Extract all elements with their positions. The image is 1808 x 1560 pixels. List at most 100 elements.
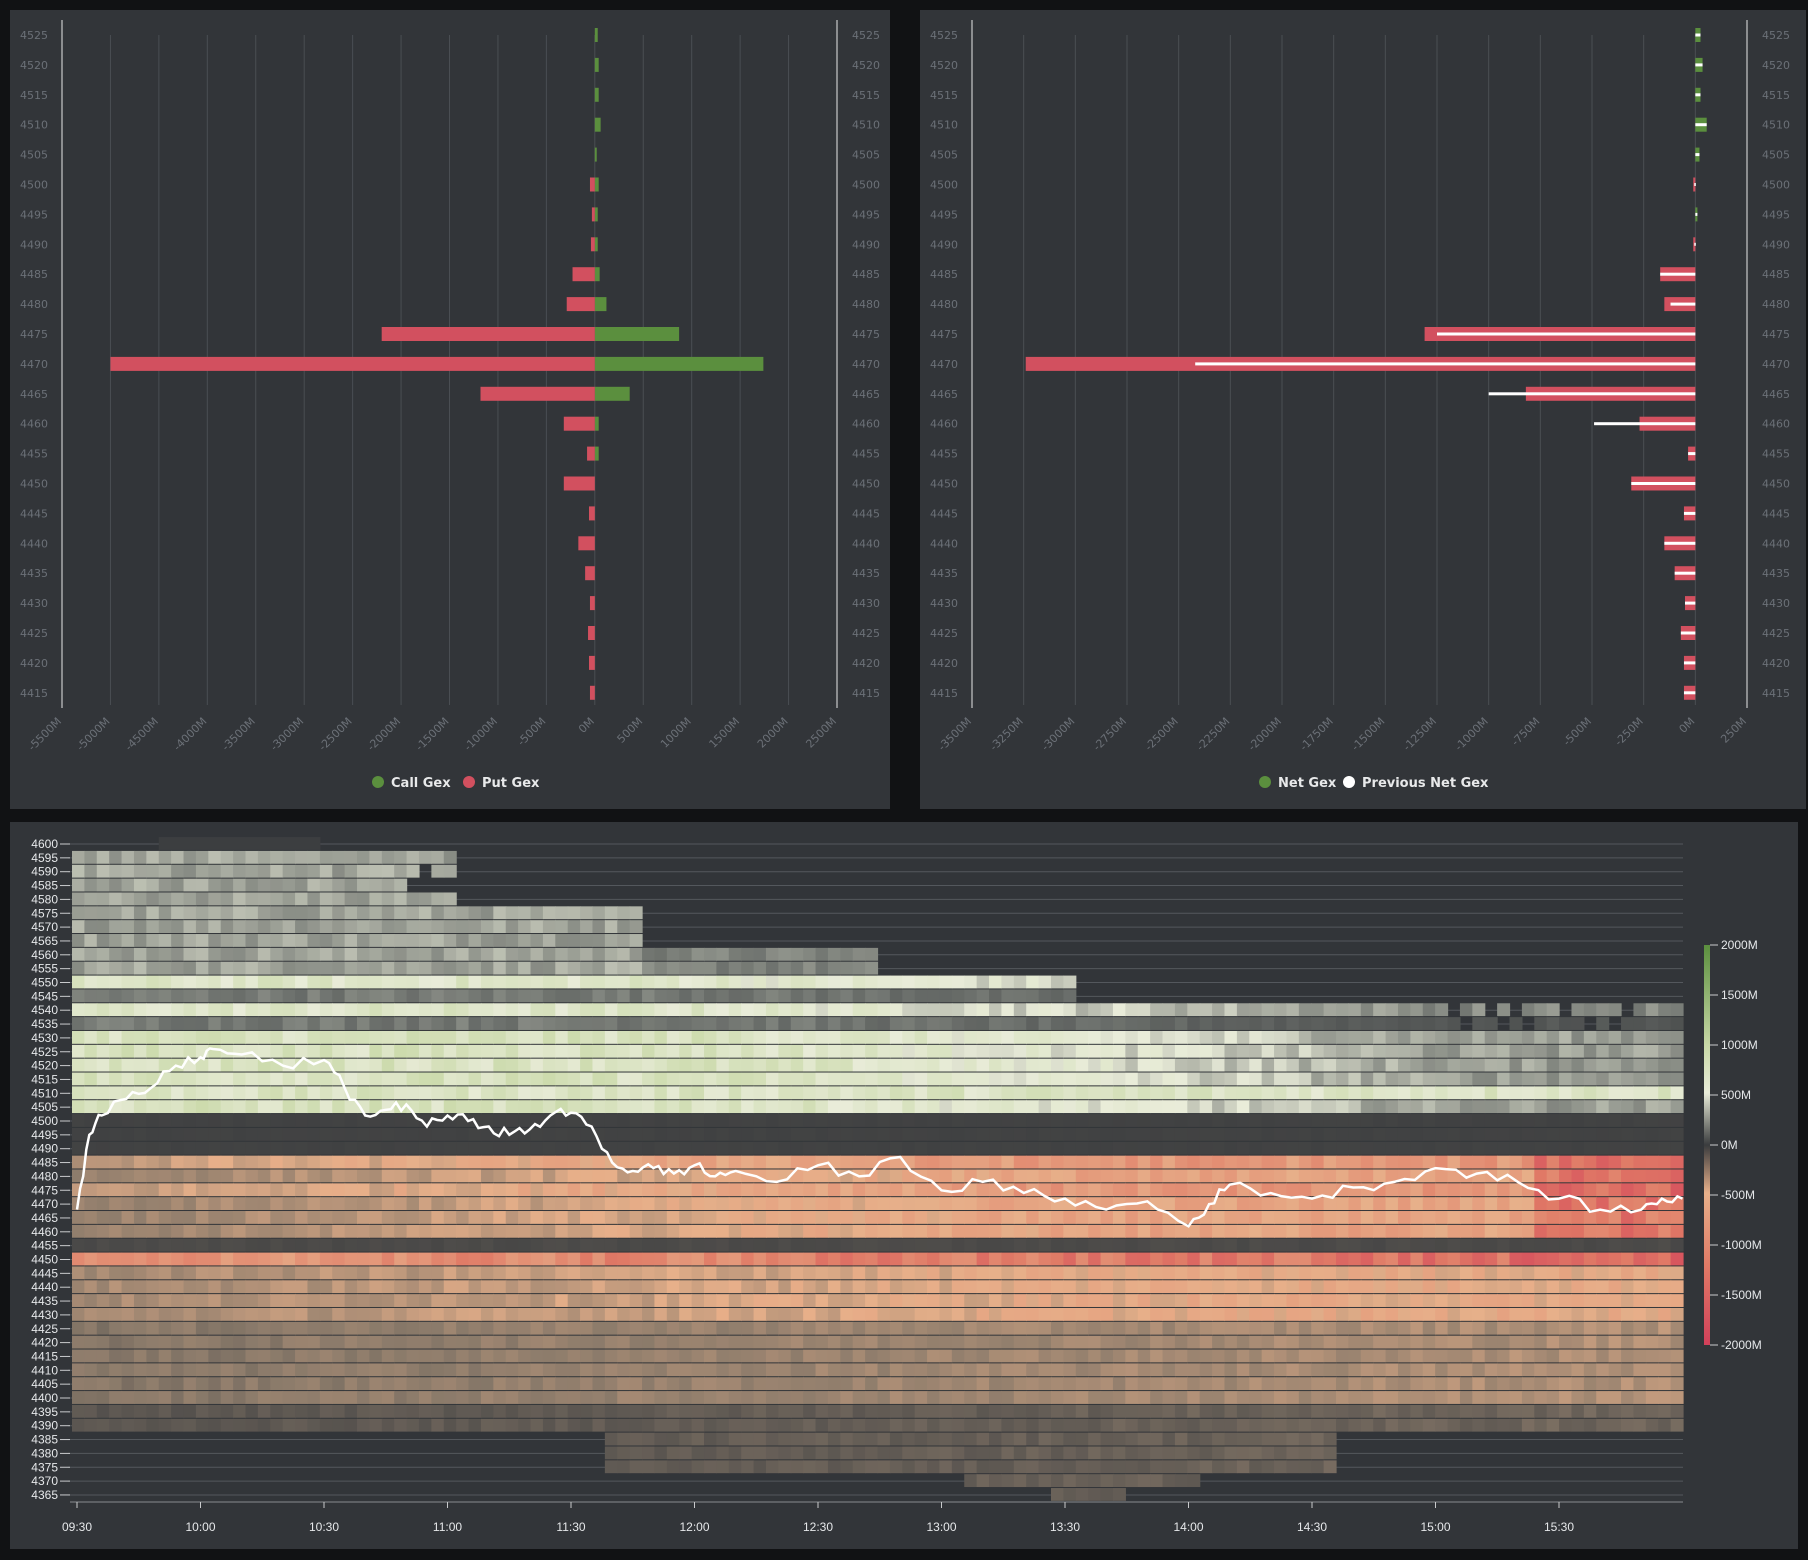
heatmap-cell [1249, 1211, 1263, 1224]
heatmap-cell [468, 1321, 482, 1335]
strike-label-right: 4450 [852, 478, 880, 491]
heatmap-cell [220, 1252, 234, 1266]
heatmap-cell [1174, 1377, 1188, 1391]
heatmap-cell [617, 1335, 631, 1349]
heatmap-cell [381, 1072, 395, 1086]
heatmap-cell [704, 1321, 717, 1335]
previous-net-gex-marker [1660, 272, 1696, 276]
heatmap-cell [1336, 1030, 1350, 1044]
heatmap-cell [1212, 1335, 1226, 1349]
heatmap-cell [1621, 1391, 1635, 1404]
heatmap-cell [1583, 1044, 1597, 1058]
previous-net-gex-legend-label[interactable]: Previous Net Gex [1362, 776, 1489, 791]
heatmap-cell [803, 1058, 817, 1072]
heatmap-cell [1199, 1072, 1213, 1086]
heatmap-cell [1212, 1155, 1226, 1169]
heatmap-cell [1311, 1072, 1325, 1086]
heatmap-cell [1559, 1127, 1573, 1141]
heatmap-cell [1286, 1391, 1300, 1404]
heatmap-cell [1311, 1155, 1325, 1169]
heatmap-cell [691, 1072, 705, 1086]
heatmap-cell [418, 1044, 432, 1058]
heatmap-cell [456, 1238, 470, 1252]
heatmap-cell [728, 1432, 742, 1446]
heatmap-cell [666, 975, 680, 989]
heatmap-cell [1621, 1280, 1635, 1294]
heatmap-cell [133, 1197, 147, 1211]
net-gex-legend-label[interactable]: Net Gex [1278, 776, 1337, 791]
net-gex-legend-marker[interactable] [1259, 776, 1271, 788]
heatmap-cell [1038, 1211, 1052, 1224]
heatmap-cell [121, 906, 135, 920]
put-gex-legend-label[interactable]: Put Gex [482, 776, 540, 791]
legend[interactable]: Net Gex Previous Net Gex [1259, 776, 1489, 791]
heatmap-cell [257, 1280, 271, 1294]
heatmap-cell [852, 975, 866, 989]
heatmap-cell [877, 1169, 891, 1183]
heatmap-cell [1397, 1377, 1411, 1391]
legend[interactable]: Call Gex Put Gex [372, 776, 540, 791]
heatmap-cell [580, 1321, 594, 1335]
heatmap-cell [1385, 1211, 1399, 1224]
heatmap-cell [1670, 1003, 1684, 1017]
heatmap-cell [1546, 1418, 1560, 1432]
heatmap-cell [369, 850, 383, 864]
heatmap-cell [629, 1141, 643, 1155]
heatmap-cell [629, 1197, 643, 1211]
heatmap-cell [1323, 1377, 1337, 1391]
heatmap-cell [319, 1211, 333, 1224]
heatmap-cell [852, 1030, 866, 1044]
heatmap-cell [468, 1017, 482, 1030]
heatmap-cell [1162, 1183, 1176, 1197]
heatmap-cell [381, 920, 395, 934]
heatmap-cell [617, 1017, 631, 1030]
heatmap-cell [1670, 1349, 1684, 1363]
heatmap-cell [1571, 1418, 1585, 1432]
heatmap-cell [456, 1017, 470, 1030]
heatmap-cell [1596, 1169, 1610, 1183]
heatmap-cell [369, 878, 383, 892]
heatmap-cell [171, 1211, 185, 1224]
heatmap-cell [1026, 1044, 1040, 1058]
heatmap-cell [245, 1141, 259, 1155]
heatmap-cell [220, 1114, 234, 1127]
heatmap-cell [1360, 1086, 1374, 1100]
heatmap-cell [617, 1238, 631, 1252]
heatmap-cell [357, 1211, 371, 1224]
heatmap-cell [1311, 1321, 1325, 1335]
heatmap-cell [1497, 1141, 1511, 1155]
put-gex-legend-marker[interactable] [463, 776, 475, 788]
heatmap-cell [270, 892, 284, 906]
heatmap-cell [257, 1224, 271, 1238]
heatmap-cell [319, 1058, 333, 1072]
heatmap-cell [1125, 1280, 1139, 1294]
heatmap-cell [989, 1377, 1003, 1391]
heatmap-cell [939, 1294, 953, 1307]
heatmap-cell [1174, 1280, 1188, 1294]
strike-label-right: 4505 [852, 149, 880, 162]
put-gex-bar [572, 267, 595, 282]
heatmap-cell [679, 1418, 693, 1432]
heatmap-cell [617, 1294, 631, 1307]
heatmap-cell [865, 1224, 879, 1238]
heatmap-cell [1410, 1335, 1424, 1349]
heatmap-cell [1112, 1391, 1126, 1404]
heatmap-cell [716, 975, 730, 989]
heatmap-cell [282, 1363, 296, 1377]
call-gex-legend-marker[interactable] [372, 776, 384, 788]
heatmap-cell [976, 989, 990, 1003]
previous-net-gex-legend-marker[interactable] [1343, 776, 1355, 788]
heatmap-cell [270, 1017, 284, 1030]
heatmap-cell [1261, 1072, 1275, 1086]
heatmap-cell [121, 1211, 135, 1224]
heatmap-cell [233, 1141, 247, 1155]
heatmap-cell [902, 1044, 916, 1058]
heatmap-cell [914, 1100, 928, 1114]
heatmap-cell [840, 1391, 854, 1404]
call-gex-legend-label[interactable]: Call Gex [391, 776, 451, 791]
heatmap-cell [1162, 1446, 1176, 1460]
heatmap-cell [1559, 1224, 1573, 1238]
heatmap-cell [1472, 1335, 1486, 1349]
heatmap-cell [1571, 1321, 1585, 1335]
